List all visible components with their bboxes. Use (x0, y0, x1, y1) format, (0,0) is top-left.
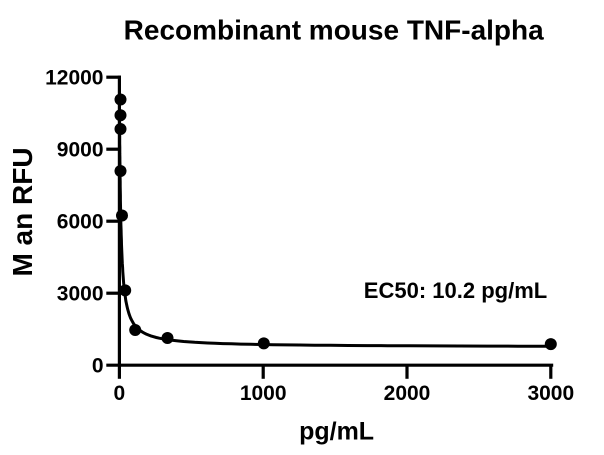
svg-text:EC50: 10.2 pg/mL: EC50: 10.2 pg/mL (364, 278, 547, 303)
svg-text:Recombinant mouse TNF-alpha: Recombinant mouse TNF-alpha (124, 15, 544, 46)
svg-text:pg/mL: pg/mL (299, 417, 374, 445)
svg-text:0: 0 (114, 382, 126, 405)
svg-text:3000: 3000 (57, 283, 104, 306)
svg-text:0: 0 (92, 355, 104, 378)
svg-text:1000: 1000 (240, 382, 287, 405)
svg-text:2000: 2000 (384, 382, 431, 405)
svg-text:M an RFU: M an RFU (7, 147, 38, 276)
svg-text:6000: 6000 (57, 211, 104, 234)
svg-text:9000: 9000 (57, 139, 104, 162)
svg-text:3000: 3000 (527, 382, 574, 405)
svg-text:12000: 12000 (45, 67, 103, 90)
